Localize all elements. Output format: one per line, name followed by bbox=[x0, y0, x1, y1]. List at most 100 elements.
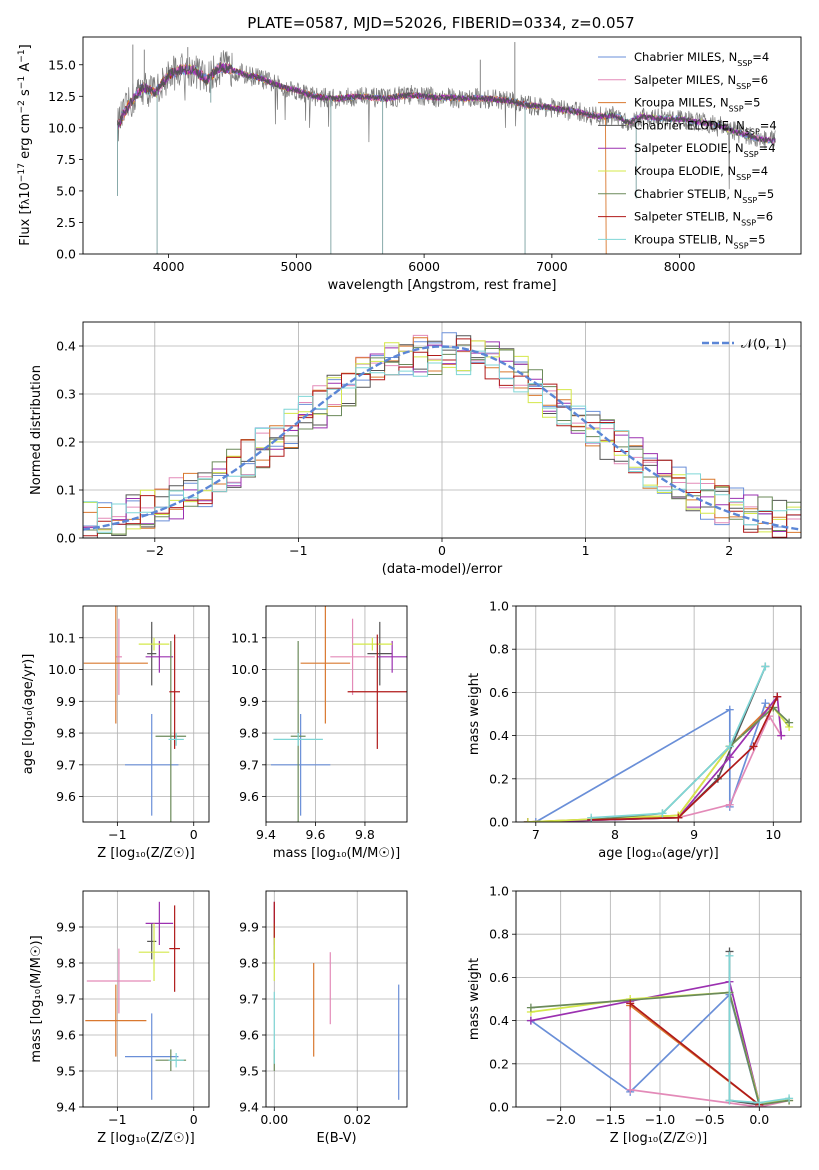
legend-text: Salpeter STELIB, N bbox=[634, 210, 741, 224]
histogram-kroupa-stelib bbox=[83, 347, 801, 538]
spectrum-chabrier-elodie bbox=[117, 61, 776, 144]
line-chabrier-miles bbox=[530, 993, 761, 1106]
y-tick-label: 9.7 bbox=[56, 757, 76, 772]
y-tick-label: 9.9 bbox=[239, 694, 259, 709]
legend-subscript: SSP bbox=[729, 104, 744, 113]
ylabel-part: λ bbox=[20, 199, 32, 205]
plot-area bbox=[273, 901, 400, 1100]
x-axis-label: (data-model)/error bbox=[382, 562, 503, 577]
x-axis-label: Z [log₁₀(Z/Z☉)] bbox=[97, 1131, 194, 1146]
x-tick-label: 7 bbox=[532, 827, 540, 842]
y-tick-label: 9.6 bbox=[239, 1028, 259, 1043]
y-tick-label: 9.9 bbox=[56, 920, 76, 935]
plot-area bbox=[85, 901, 187, 1100]
ylabel-part: Flux [f bbox=[18, 204, 33, 245]
x-tick-label: 0.02 bbox=[343, 1112, 371, 1127]
y-axis-label: mass weight bbox=[467, 958, 482, 1040]
x-tick-label: 1 bbox=[582, 543, 590, 558]
ylabel-part: A bbox=[18, 63, 33, 76]
y-tick-label: 9.4 bbox=[239, 1100, 259, 1115]
y-tick-label: 0.2 bbox=[489, 1056, 509, 1071]
legend-label: Kroupa MILES, NSSP=5 bbox=[634, 96, 760, 114]
legend-subscript: SSP bbox=[745, 127, 760, 136]
panel-age-vs-mass: 9.4 9.6 9.8 9.6 9.7 9.8 9.9 10.0 10.1 mass [log₁₀… bbox=[231, 605, 408, 861]
y-axis-label: Flux [fλ10−17 erg cm−2 s−1 A−1] bbox=[17, 44, 33, 245]
histogram-salpeter-stelib bbox=[83, 338, 801, 538]
y-tick-label: 9.5 bbox=[239, 1064, 259, 1079]
x-tick-label: 0.0 bbox=[749, 1112, 769, 1127]
x-tick-label: 0 bbox=[438, 543, 446, 558]
legend-count: =6 bbox=[751, 73, 768, 87]
x-axis-label: wavelength [Angstrom, rest frame] bbox=[328, 278, 557, 293]
x-tick-label: 5000 bbox=[280, 259, 312, 274]
y-tick-label: 10.0 bbox=[48, 662, 76, 677]
x-tick-label: −1.5 bbox=[595, 1112, 625, 1127]
y-tick-label: 5.0 bbox=[56, 183, 76, 198]
x-tick-label: 6000 bbox=[408, 259, 440, 274]
plot-area bbox=[116, 42, 776, 254]
ylabel-part: ] bbox=[18, 44, 33, 49]
legend-text: Kroupa STELIB, N bbox=[634, 232, 734, 246]
panel-mass-vs-Z: −1 0 9.4 9.5 9.6 9.7 9.8 9.9 Z [log₁₀(Z/Z☉)] mass… bbox=[29, 890, 210, 1146]
x-tick-label: −2 bbox=[146, 543, 164, 558]
legend-label: 𝒩(0, 1) bbox=[741, 336, 787, 351]
line-salpeter-elodie bbox=[530, 980, 761, 1103]
y-tick-label: 0.4 bbox=[489, 1013, 509, 1028]
y-axis-label: age [log₁₀(age/yr)] bbox=[21, 654, 36, 775]
x-axis-label: Z [log₁₀(Z/Z☉)] bbox=[610, 1131, 707, 1146]
axes-frame bbox=[515, 605, 802, 823]
x-axis-label: age [log₁₀(age/yr)] bbox=[598, 846, 719, 861]
axes-frame bbox=[82, 605, 210, 823]
x-tick-label: −1 bbox=[108, 827, 126, 842]
x-tick-label: 0.00 bbox=[260, 1112, 288, 1127]
axes-frame bbox=[515, 890, 802, 1108]
x-axis-label: Z [log₁₀(Z/Z☉)] bbox=[97, 846, 194, 861]
y-tick-label: 9.8 bbox=[239, 956, 259, 971]
y-axis-label: Normed distribution bbox=[29, 365, 44, 495]
legend-text: Chabrier MILES, N bbox=[634, 50, 737, 64]
legend-text: Chabrier ELODIE, N bbox=[634, 118, 745, 132]
normal-curve bbox=[83, 345, 801, 531]
legend-subscript: SSP bbox=[737, 59, 752, 68]
ylabel-part: −2 bbox=[17, 100, 27, 113]
y-tick-label: 9.7 bbox=[56, 992, 76, 1007]
y-tick-label: 10.0 bbox=[231, 662, 259, 677]
legend-label: Chabrier MILES, NSSP=4 bbox=[634, 50, 769, 68]
y-tick-label: 0.4 bbox=[56, 339, 76, 354]
line-kroupa-stelib bbox=[728, 955, 790, 1104]
y-tick-label: 0.2 bbox=[56, 435, 76, 450]
panel-mass-vs-ebv: 0.00 0.02 9.4 9.5 9.6 9.7 9.8 9.9 E(B-V) bbox=[239, 890, 408, 1146]
x-tick-label: 8000 bbox=[664, 259, 696, 274]
x-tick-label: 0 bbox=[190, 1112, 198, 1127]
legend-count: =4 bbox=[751, 164, 768, 178]
y-tick-label: 0.4 bbox=[489, 728, 509, 743]
y-tick-label: 9.8 bbox=[56, 726, 76, 741]
legend-count: =4 bbox=[759, 141, 776, 155]
y-tick-label: 0.6 bbox=[489, 685, 509, 700]
legend-subscript: SSP bbox=[744, 150, 759, 159]
x-tick-label: 8 bbox=[611, 827, 619, 842]
legend-count: =4 bbox=[760, 118, 777, 132]
legend-count: =5 bbox=[749, 232, 766, 246]
x-tick-label: 9.6 bbox=[306, 827, 326, 842]
ylabel-part: −1 bbox=[17, 49, 27, 62]
y-tick-label: 0.3 bbox=[56, 387, 76, 402]
legend-label: Chabrier ELODIE, NSSP=4 bbox=[634, 118, 777, 136]
ylabel-part: −17 bbox=[17, 163, 27, 182]
legend-label: Salpeter MILES, NSSP=6 bbox=[634, 73, 768, 91]
legend-subscript: SSP bbox=[742, 195, 757, 204]
ylabel-part: s bbox=[18, 89, 33, 100]
panel-massweight-vs-Z: −2.0 −1.5 −1.0 −0.5 0.0 0.0 0.2 0.4 0.6 0.8 1.0 Z [… bbox=[467, 884, 802, 1146]
legend-subscript: SSP bbox=[736, 81, 751, 90]
x-tick-label: −1 bbox=[289, 543, 307, 558]
y-tick-label: 9.5 bbox=[56, 1064, 76, 1079]
legend-label: Kroupa STELIB, NSSP=5 bbox=[634, 232, 765, 250]
axes-frame bbox=[265, 605, 408, 823]
y-tick-label: 9.9 bbox=[239, 920, 259, 935]
axes-frame bbox=[82, 36, 802, 255]
y-tick-label: 0.0 bbox=[489, 1100, 509, 1115]
plot-area bbox=[523, 662, 794, 822]
x-tick-label: 7000 bbox=[536, 259, 568, 274]
legend-count: =6 bbox=[756, 210, 773, 224]
plot-area bbox=[83, 332, 801, 538]
